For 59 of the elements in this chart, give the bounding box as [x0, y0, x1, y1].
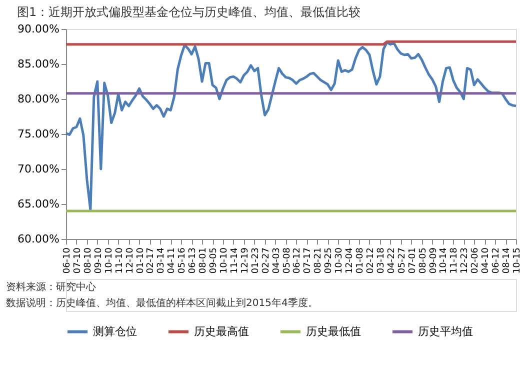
- x-tick-label: 04-22: [386, 248, 397, 274]
- x-tick-label: 06-13: [188, 248, 198, 274]
- y-tick-label: 65.00%: [18, 198, 60, 210]
- x-tick-label: 07-17: [303, 248, 314, 274]
- x-tick-label: 09-09: [428, 247, 439, 274]
- chart-title: 图1：近期开放式偏股型基金仓位与历史峰值、均值、最低值比较: [17, 5, 361, 19]
- x-tick-label: 05-08: [282, 247, 292, 274]
- legend-label: 历史平均值: [418, 324, 473, 338]
- x-tick-label: 10-14: [439, 247, 450, 274]
- x-tick-label: 07-01: [408, 248, 418, 274]
- y-tick-label: 80.00%: [18, 92, 60, 106]
- x-tick-label: 06-12: [292, 248, 303, 274]
- legend-label: 历史最高值: [194, 324, 249, 338]
- x-tick-label: 11-10: [114, 247, 125, 274]
- x-tick-label: 05-16: [178, 247, 188, 274]
- line-series: [64, 41, 518, 211]
- x-tick-label: 10-10: [104, 247, 114, 274]
- y-tick-label: 85.00%: [18, 58, 60, 70]
- x-tick-label: 12-19: [240, 247, 250, 274]
- x-tick-label: 11-14: [230, 247, 240, 274]
- x-tick-label: 08-05: [418, 248, 428, 274]
- y-tick-label: 70.00%: [18, 162, 60, 176]
- x-tick-label: 08-14: [502, 247, 512, 274]
- x-tick-label: 10-10: [219, 247, 230, 274]
- legend-label: 测算仓位: [93, 324, 137, 338]
- x-tick-label: 02-17: [146, 248, 156, 274]
- x-tick-label: 01-10: [136, 247, 146, 274]
- x-tick-label: 12-23: [460, 248, 470, 274]
- x-tick-label: 08-01: [198, 248, 209, 274]
- x-tick-label: 08-21: [314, 248, 324, 274]
- x-tick-label: 06-12: [492, 248, 502, 274]
- x-tick-label: 06-10: [62, 247, 72, 274]
- y-tick-label: 60.00%: [18, 232, 60, 246]
- x-tick-label: 10-30: [334, 247, 345, 274]
- y-tick-label: 75.00%: [18, 128, 60, 140]
- x-tick-label: 05-27: [397, 248, 408, 274]
- y-tick-label: 90.00%: [18, 22, 60, 36]
- x-tick-label: 01-23: [250, 248, 261, 274]
- x-tick-label: 02-27: [261, 248, 272, 274]
- legend-label: 历史最低值: [306, 324, 361, 338]
- x-tick-label: 08-10: [83, 247, 94, 274]
- x-tick-label: 09-25: [324, 248, 334, 274]
- x-tick-label: 07-10: [72, 247, 83, 274]
- x-tick-label: 04-10: [481, 247, 492, 274]
- x-tick-label: 01-08: [356, 247, 366, 274]
- x-tick-label: 02-06: [470, 247, 481, 274]
- x-tick-label: 10-15: [512, 248, 522, 274]
- x-tick-label: 03-14: [156, 247, 167, 274]
- x-tick-label: 12-10: [125, 247, 136, 274]
- x-tick-label: 09-05: [209, 248, 220, 274]
- x-tick-label: 09-10: [94, 247, 104, 274]
- x-tick-label: 02-12: [366, 248, 376, 274]
- text: 资料来源：研究中心: [6, 281, 96, 293]
- x-tick-label: 11-18: [450, 247, 460, 274]
- x-tick-label: 12-04: [345, 247, 356, 274]
- x-tick-label: 03-18: [376, 247, 386, 274]
- text: 数据说明：历史峰值、均值、最低值的样本区间截止到2015年4季度。: [6, 297, 318, 309]
- x-tick-label: 04-11: [167, 248, 178, 274]
- x-tick-label: 04-03: [272, 248, 282, 274]
